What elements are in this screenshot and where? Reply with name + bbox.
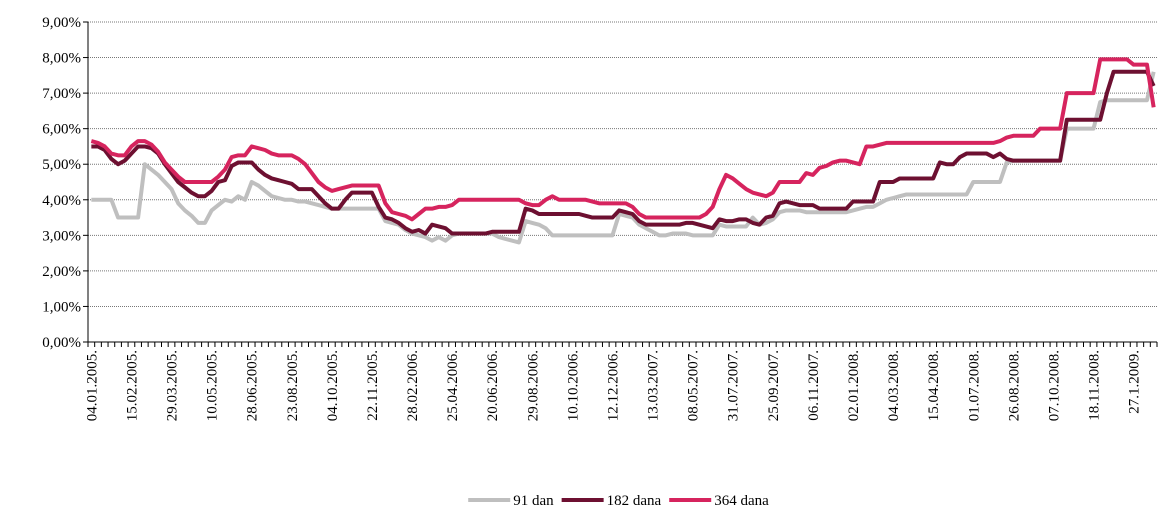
series-line [91,69,1156,236]
x-tick-label: 07.10.2008. [1046,350,1062,421]
x-tick-label: 10.10.2006. [565,350,581,421]
x-tick-label: 28.06.2005. [245,350,261,421]
x-tick-label: 22.11.2005. [365,350,381,421]
x-tick-label: 23.08.2005. [285,350,301,421]
legend: 91 dan 182 dana 364 dana [468,493,769,509]
x-tick-label: 29.03.2005. [165,350,181,421]
x-tick-label: 25.09.2007. [766,350,782,421]
x-tick-label: 25.04.2006. [445,350,461,421]
series-line [91,71,1156,245]
x-tick-label: 29.08.2006. [525,350,541,421]
x-tick-label: 13.03.2007. [646,350,662,421]
x-tick-label: 27.1.2009. [1127,350,1143,414]
x-tick-label: 15.04.2008. [926,350,942,421]
x-tick-label: 04.03.2008. [886,350,902,421]
x-tick-label: 01.07.2008. [966,350,982,421]
x-tick-label: 20.06.2006. [485,350,501,421]
y-tick-label: 3,00% [42,228,81,244]
y-tick-label: 6,00% [42,122,81,138]
x-tick-label: 06.11.2007. [806,350,822,421]
legend-label: 364 dana [714,493,769,509]
y-tick-label: 4,00% [42,193,81,209]
y-tick-label: 9,00% [42,15,81,31]
y-tick-label: 8,00% [42,51,81,67]
x-tick-label: 04.01.2005. [84,350,100,421]
y-tick-label: 0,00% [42,335,81,351]
y-tick-label: 7,00% [42,86,81,102]
x-tick-label: 28.02.2006. [405,350,421,421]
legend-label: 91 dan [513,493,554,509]
x-tick-label: 12.12.2006. [605,350,621,421]
x-tick-label: 08.05.2007. [686,350,702,421]
x-tick-label: 15.02.2005. [124,350,140,421]
x-tick-label: 10.05.2005. [205,350,221,421]
x-tick-label: 18.11.2008. [1087,350,1103,421]
x-tick-label: 26.08.2008. [1006,350,1022,421]
y-tick-label: 1,00% [42,299,81,315]
series-line [90,57,1156,222]
y-tick-label: 2,00% [42,264,81,280]
legend-label: 182 dana [607,493,662,509]
x-tick-label: 31.07.2007. [726,350,742,421]
x-tick-label: 04.10.2005. [325,350,341,421]
y-tick-label: 5,00% [42,157,81,173]
x-tick-label: 02.01.2008. [846,350,862,421]
